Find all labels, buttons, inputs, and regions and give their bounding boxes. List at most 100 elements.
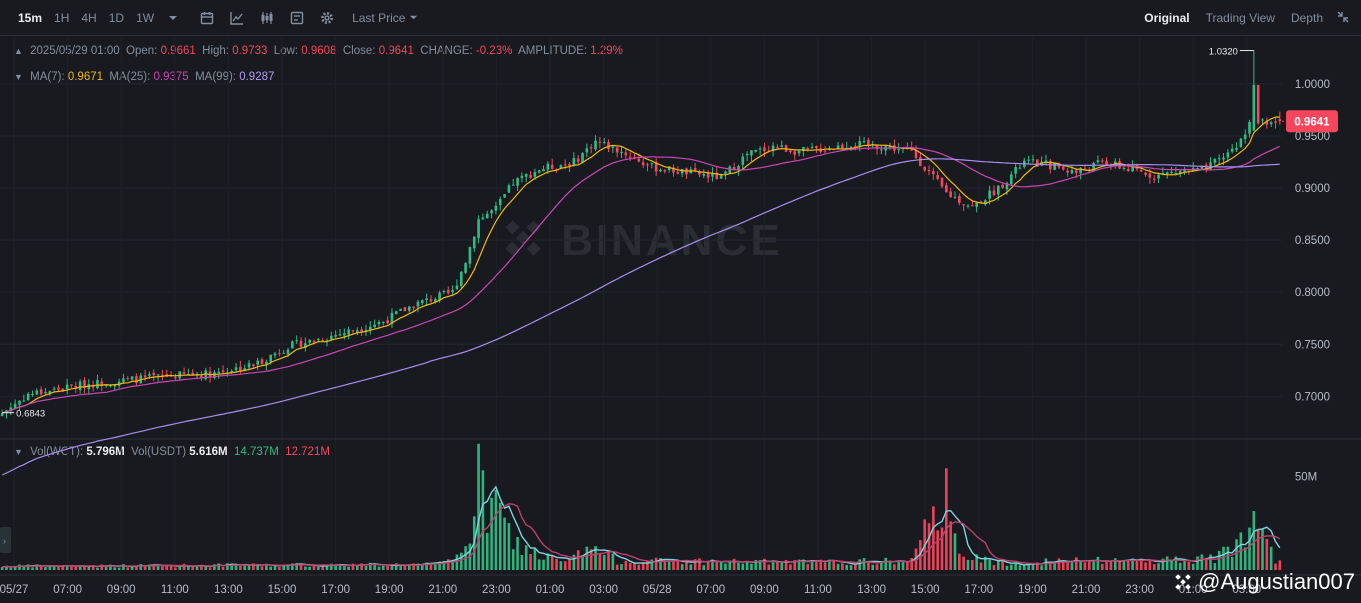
volume-bar	[893, 564, 896, 570]
candle-body	[234, 367, 238, 371]
candle-body	[953, 197, 957, 199]
candle-body	[498, 198, 502, 206]
volume-bar	[156, 565, 160, 570]
more-intervals-icon[interactable]	[162, 7, 184, 29]
candle-body	[1018, 167, 1022, 169]
candle-body	[57, 387, 60, 390]
interval-1w[interactable]: 1W	[136, 10, 155, 25]
close-label: Close:	[342, 45, 376, 57]
candle-body	[455, 285, 459, 290]
candle-body	[659, 169, 662, 172]
ohlc-legend: ▲ 2025/05/29 01:00 Open: 0.9661 High: 0.…	[14, 45, 623, 57]
candle-body	[61, 388, 65, 391]
collapse-icon[interactable]	[1337, 11, 1349, 26]
tab-depth[interactable]: Depth	[1290, 11, 1323, 25]
candle-body	[1261, 119, 1264, 121]
candle-body	[191, 372, 195, 376]
volume-bar	[520, 554, 524, 570]
volume-bar	[143, 565, 147, 570]
vol-usdt-value: 5.616M	[189, 446, 228, 458]
volume-bar	[1187, 561, 1191, 570]
candle-body	[156, 374, 160, 376]
candle-body	[369, 326, 372, 331]
candle-body	[771, 145, 775, 152]
candle-body	[104, 385, 108, 387]
candle-body	[1226, 152, 1230, 158]
volume-bar	[1217, 550, 1221, 570]
volume-bar	[1031, 563, 1035, 570]
collapse-legend-icon[interactable]: ▲	[14, 46, 23, 56]
indicators-icon[interactable]	[226, 7, 248, 29]
candle-body	[1126, 168, 1130, 172]
candle-body	[862, 141, 866, 143]
candle-body	[650, 163, 654, 165]
candle-body	[537, 170, 541, 173]
change-label: CHANGE:	[420, 45, 473, 57]
volume-bar	[698, 558, 701, 570]
interval-15m[interactable]: 15m	[18, 10, 43, 25]
volume-bar	[481, 470, 485, 570]
volume-bar	[1226, 546, 1230, 570]
candle-body	[451, 290, 454, 293]
candle-body	[18, 400, 21, 405]
collapse-volume-icon[interactable]: ▼	[14, 447, 23, 457]
candle-body	[433, 299, 437, 302]
template-icon[interactable]	[286, 7, 308, 29]
candle-body	[776, 146, 779, 149]
volume-bar	[524, 545, 528, 570]
interval-1h[interactable]: 1H	[54, 10, 70, 25]
volume-bar	[659, 558, 662, 570]
volume-bar	[459, 552, 463, 570]
volume-bar	[221, 567, 225, 570]
volume-bar	[161, 565, 164, 570]
volume-bar	[741, 563, 745, 570]
volume-bar	[910, 558, 913, 570]
candle-body	[308, 339, 311, 343]
volume-bar	[689, 564, 693, 570]
settings-gear-icon[interactable]	[316, 7, 338, 29]
interval-4h[interactable]: 4H	[81, 10, 97, 25]
ma99-label: MA(99):	[195, 71, 236, 83]
candle-body	[1057, 163, 1061, 168]
candle-body	[390, 312, 394, 324]
candle-body	[932, 171, 935, 175]
interval-1d[interactable]: 1D	[108, 10, 125, 25]
volume-bar	[819, 559, 823, 570]
volume-bar	[932, 506, 935, 570]
time-axis-label: 17:00	[964, 584, 993, 596]
volume-bar	[1213, 563, 1217, 570]
candle-body	[481, 217, 485, 220]
tab-trading-view[interactable]: Trading View	[1205, 11, 1275, 25]
candle-body	[702, 174, 706, 176]
candle-body	[806, 148, 810, 150]
volume-bar	[407, 564, 411, 570]
volume-bar	[356, 564, 359, 570]
candle-body	[533, 172, 537, 177]
candle-body	[22, 400, 26, 402]
volume-bar	[91, 565, 95, 570]
calendar-icon[interactable]	[196, 7, 218, 29]
volume-bar	[589, 549, 593, 570]
price-type-label: Last Price	[352, 10, 406, 25]
candle-type-icon[interactable]	[256, 7, 278, 29]
candle-body	[1079, 168, 1082, 174]
volume-bar	[1023, 565, 1026, 570]
volume-bar	[979, 562, 983, 570]
candle-body	[477, 219, 480, 239]
candle-body	[325, 340, 329, 342]
volume-bar	[537, 559, 541, 570]
volume-bar	[455, 554, 459, 570]
tab-original[interactable]: Original	[1144, 11, 1190, 25]
volume-bar	[152, 565, 156, 570]
volume-bar	[715, 561, 719, 570]
candle-body	[1087, 169, 1091, 171]
low-value: 0.9608	[301, 45, 337, 57]
collapse-ma-icon[interactable]: ▼	[14, 72, 23, 82]
candle-body	[407, 306, 411, 311]
volume-axis-label: 50M	[1295, 472, 1317, 484]
volume-bar	[533, 548, 537, 570]
volume-bar	[416, 563, 420, 570]
candle-body	[927, 170, 931, 172]
price-type-dropdown[interactable]: Last Price	[352, 11, 418, 25]
